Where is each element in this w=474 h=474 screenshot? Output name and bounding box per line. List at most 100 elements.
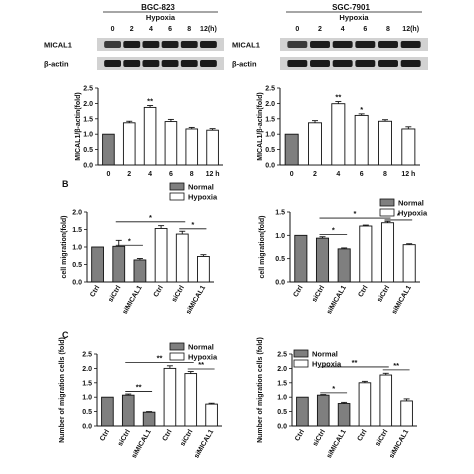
x-tick-label: siMICAL1 [122, 284, 144, 315]
bar [133, 259, 147, 283]
chart-c-right: 0.0 0.5 1.0 1.5 2.0 2.5 Number of migration ce… [257, 337, 417, 460]
legend-swatch-normal [169, 182, 185, 191]
blot-band [378, 41, 398, 48]
blot-band [104, 60, 122, 67]
x-tick-label: 12 h [401, 171, 415, 178]
x-tick-label: siMICAL1 [326, 428, 348, 459]
x-tick-label: 4 [148, 171, 152, 178]
legend-label-hypoxia: Hypoxia [188, 193, 218, 202]
bar [91, 246, 104, 283]
x-tick-label: 8 [383, 171, 387, 178]
blot-band [355, 60, 376, 67]
legend-swatch-normal [379, 198, 395, 207]
y-tick-label: 0.0 [83, 163, 93, 170]
panel-label-b: B [62, 179, 69, 189]
blot-band [310, 41, 330, 48]
y-tick-label: 1.0 [277, 395, 287, 402]
bar [400, 400, 413, 427]
significance-mark: * [354, 209, 357, 218]
x-tick-label: Ctrl [153, 284, 165, 298]
blot-time-label: 2 [130, 26, 134, 33]
y-tick-label: 1.0 [275, 233, 285, 240]
blot-band [161, 41, 179, 48]
bar [121, 394, 135, 427]
blot-band [378, 60, 398, 67]
x-tick-label: siMICAL1 [388, 428, 410, 459]
x-tick-label: siCtrl [117, 428, 132, 447]
blot-band [142, 41, 160, 48]
significance-mark: * [149, 213, 152, 222]
x-tick-label: siCtrl [107, 284, 122, 303]
legend-label-hypoxia: Hypoxia [188, 353, 218, 362]
significance-mark: ** [335, 93, 341, 102]
x-tick-label: Ctrl [162, 428, 174, 442]
bar [354, 114, 369, 166]
y-tick-label: 2.0 [265, 101, 275, 108]
significance-mark: * [397, 211, 400, 220]
x-tick-label: Ctrl [294, 428, 306, 442]
legend-label-hypoxia: Hypoxia [398, 209, 428, 218]
x-tick-label: Ctrl [89, 284, 101, 298]
x-tick-label: 2 [127, 171, 131, 178]
blot-condition: Hypoxia [339, 13, 369, 22]
legend-label-normal: Normal [188, 183, 214, 192]
x-tick-label: 0 [106, 171, 110, 178]
y-tick-label: 1.5 [83, 116, 93, 123]
blot-band [104, 41, 122, 48]
x-tick-label: siCtrl [312, 428, 327, 447]
x-tick-label: siMICAL1 [185, 284, 207, 315]
legend-swatch-hypoxia [293, 359, 309, 368]
significance-mark: * [332, 384, 335, 393]
significance-mark: ** [147, 97, 153, 106]
blot-band [287, 41, 308, 48]
y-axis-label: cell migration(fold) [259, 216, 266, 279]
y-axis-label: MICAL1/β-actin(fold) [75, 92, 82, 160]
blot-band [400, 41, 421, 48]
y-tick-label: 2.5 [265, 86, 275, 93]
x-tick-label: siCtrl [171, 284, 186, 303]
bar [331, 103, 346, 166]
bar [185, 128, 199, 166]
significance-mark: * [360, 105, 363, 114]
bar [316, 394, 330, 427]
bar [379, 374, 393, 427]
x-tick-label: 6 [169, 171, 173, 178]
x-tick-label: 2 [313, 171, 317, 178]
y-tick-label: 2.0 [83, 101, 93, 108]
bar [142, 411, 156, 427]
x-tick-label: Ctrl [357, 284, 369, 298]
x-tick-label: siMICAL1 [391, 284, 413, 315]
y-axis-label: MICAL1/β-actin(fold) [257, 92, 264, 160]
blot-band [287, 60, 308, 67]
bar [296, 396, 309, 427]
significance-mark: * [191, 220, 194, 229]
blot-row-label: β-actin [232, 60, 257, 69]
legend-label-hypoxia: Hypoxia [312, 360, 342, 369]
x-tick-label: 0 [290, 171, 294, 178]
x-tick-label: Ctrl [292, 284, 304, 298]
x-tick-label: siMICAL1 [193, 428, 215, 459]
blot-time-label: 4 [149, 26, 153, 33]
y-tick-label: 1.5 [275, 210, 285, 217]
bar [337, 403, 351, 427]
blot-row-label: MICAL1 [232, 41, 260, 50]
bar [359, 225, 373, 283]
y-tick-label: 2.5 [83, 86, 93, 93]
bar [294, 234, 308, 283]
bar [380, 222, 395, 283]
blot-time-label: 0 [295, 26, 299, 33]
y-tick-label: 1.5 [72, 227, 82, 234]
bar [143, 106, 157, 166]
blot-time-label: 0 [111, 26, 115, 33]
